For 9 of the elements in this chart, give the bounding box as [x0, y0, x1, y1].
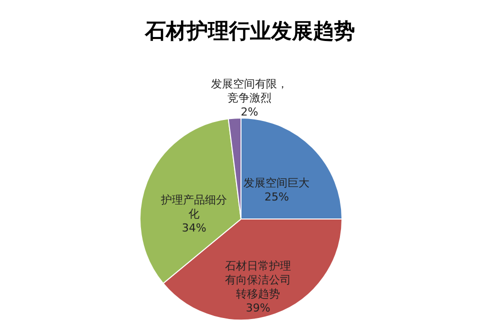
data-label: 2% — [240, 105, 258, 118]
slice-label: 发展空间巨大 — [244, 176, 310, 190]
data-label: 25% — [264, 190, 289, 204]
slice-label: 发展空间有限，竞争激烈 — [210, 77, 288, 104]
slice-label: 石材日常护理有向保洁公司转移趋势 — [225, 260, 292, 301]
chart-title: 石材护理行业发展趋势 — [144, 18, 355, 43]
data-label: 34% — [182, 221, 206, 234]
data-label: 39% — [246, 302, 270, 315]
slice-label: 护理产品细分化 — [160, 193, 228, 220]
